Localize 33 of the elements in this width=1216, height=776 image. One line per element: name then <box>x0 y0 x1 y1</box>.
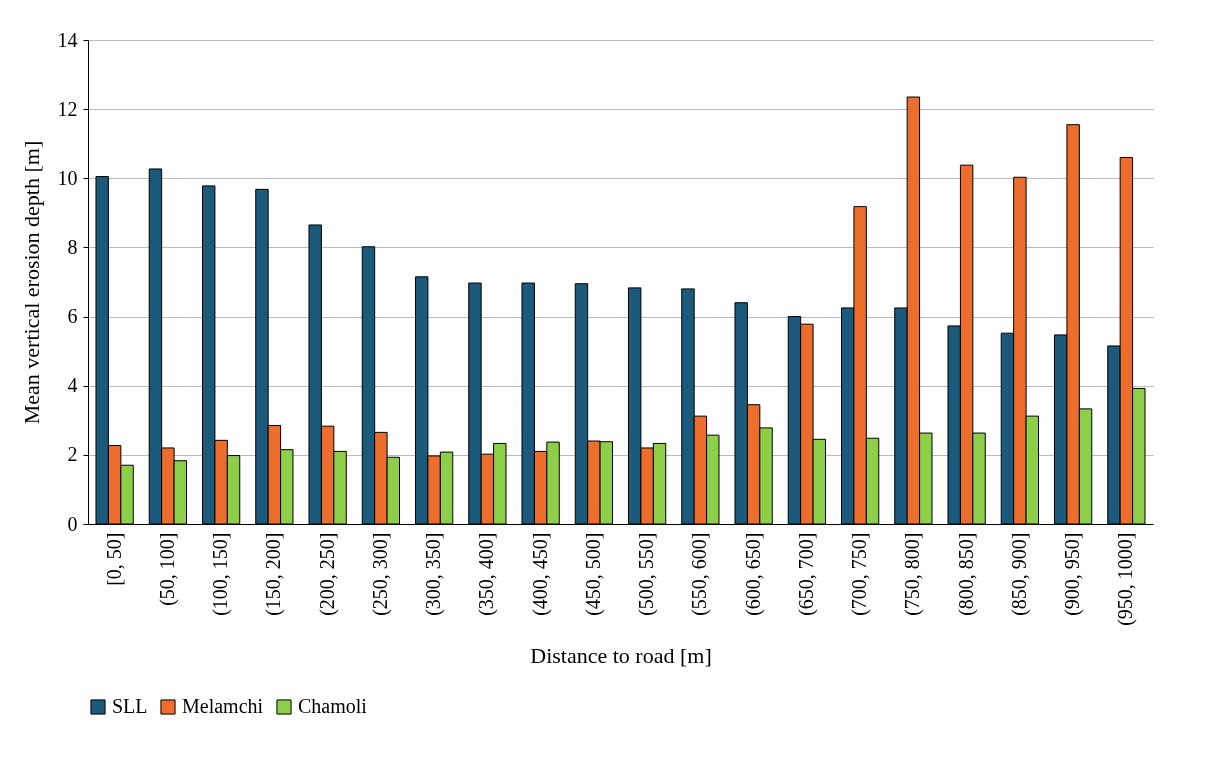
y-tick-label: 8 <box>67 235 78 258</box>
y-tick-label: 2 <box>67 443 78 466</box>
x-tick-label: (500, 550] <box>635 532 659 616</box>
y-tick-label: 14 <box>57 28 78 51</box>
legend-label: Chamoli <box>298 695 368 717</box>
x-tick-label: (200, 250] <box>315 532 339 616</box>
x-tick-label: (800, 850] <box>954 532 978 616</box>
x-tick-label: (250, 300] <box>368 532 392 616</box>
legend-label: SLL <box>112 695 148 717</box>
y-axis-title: Mean vertical erosion depth [m] <box>18 140 44 425</box>
x-tick-label: (650, 700] <box>794 532 818 616</box>
x-tick-label: (850, 900] <box>1007 532 1031 616</box>
y-tick-label: 10 <box>57 166 78 189</box>
x-tick-label: (400, 450] <box>528 532 552 616</box>
x-tick-label: (50, 100] <box>155 532 179 606</box>
legend-label: Melamchi <box>182 695 264 717</box>
x-tick-label: (100, 150] <box>209 532 233 616</box>
x-tick-label: (150, 200] <box>262 532 286 616</box>
x-tick-label: [0, 50] <box>102 532 125 586</box>
x-tick-label: (950, 1000] <box>1114 532 1138 626</box>
x-tick-label: (300, 350] <box>422 532 446 616</box>
x-tick-label: (450, 500] <box>581 532 605 616</box>
x-tick-label: (750, 800] <box>901 532 925 616</box>
y-tick-label: 12 <box>57 97 78 120</box>
y-tick-label: 6 <box>67 305 78 328</box>
y-tick-label: 4 <box>67 374 78 397</box>
x-tick-label: (700, 750] <box>848 532 872 616</box>
x-tick-label: (900, 950] <box>1061 532 1085 616</box>
y-tick-label: 0 <box>67 512 78 535</box>
x-tick-label: (600, 650] <box>741 532 765 616</box>
x-tick-label: (550, 600] <box>688 532 712 616</box>
x-axis-title: Distance to road [m] <box>530 642 712 668</box>
x-tick-label: (350, 400] <box>475 532 499 616</box>
